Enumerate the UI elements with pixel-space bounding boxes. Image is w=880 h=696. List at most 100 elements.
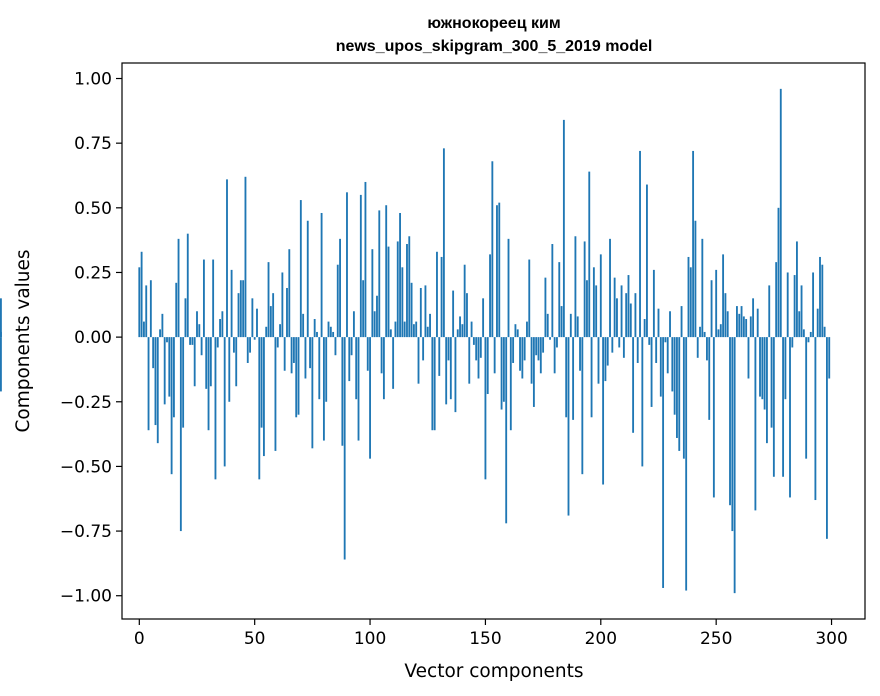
- bar: [673, 337, 676, 415]
- bar: [318, 337, 321, 400]
- bar: [786, 272, 789, 338]
- bar: [163, 337, 166, 405]
- bar: [223, 337, 226, 467]
- bar: [429, 313, 431, 338]
- bar: [562, 119, 565, 338]
- bar: [641, 337, 644, 467]
- y-tick-label: 0.00: [74, 328, 112, 348]
- bar: [777, 207, 780, 338]
- bar: [242, 280, 245, 338]
- bar: [352, 311, 355, 338]
- bar: [154, 337, 157, 426]
- bar: [597, 337, 600, 384]
- bar: [551, 244, 554, 338]
- bar: [260, 337, 263, 428]
- bar: [715, 269, 718, 338]
- bar: [378, 210, 381, 338]
- bar: [371, 249, 374, 338]
- bar: [703, 331, 706, 338]
- bar: [232, 337, 235, 353]
- bar: [299, 200, 302, 338]
- y-tick-label: 1.00: [74, 70, 112, 90]
- bar: [819, 256, 821, 338]
- bar: [620, 285, 623, 338]
- bar: [696, 337, 699, 358]
- bar: [216, 337, 219, 348]
- bar: [796, 241, 798, 338]
- bar: [258, 337, 261, 480]
- bar: [602, 337, 605, 485]
- bar: [200, 337, 203, 356]
- y-tick-label: −0.50: [60, 457, 112, 477]
- bar: [791, 337, 794, 348]
- bar: [214, 337, 217, 480]
- bar: [616, 298, 618, 338]
- bar: [678, 337, 681, 451]
- bar: [456, 329, 459, 338]
- bar: [329, 326, 332, 338]
- bar: [440, 256, 443, 338]
- bar: [659, 337, 662, 397]
- bar: [708, 337, 711, 420]
- y-tick-label: −1.00: [60, 587, 112, 607]
- bar: [539, 337, 542, 374]
- bar: [362, 280, 365, 338]
- bar: [509, 337, 512, 431]
- bar: [821, 264, 824, 338]
- bar: [752, 298, 755, 338]
- bar: [426, 326, 429, 338]
- bar: [809, 331, 812, 338]
- bar: [685, 337, 688, 591]
- bar: [376, 295, 378, 338]
- bar: [636, 337, 639, 363]
- bar: [269, 306, 272, 338]
- bar: [662, 337, 665, 588]
- bar: [189, 337, 191, 345]
- bar: [0, 337, 2, 392]
- bar: [212, 259, 215, 338]
- bar: [655, 337, 658, 363]
- bar: [671, 337, 674, 392]
- bar: [152, 337, 155, 369]
- bar: [339, 238, 341, 338]
- y-tick-label: 0.50: [74, 199, 112, 219]
- bar: [373, 311, 376, 338]
- bar: [281, 272, 284, 338]
- bar: [560, 306, 563, 338]
- bar: [613, 277, 616, 338]
- bar: [198, 324, 201, 338]
- bar: [500, 337, 503, 410]
- bar: [295, 337, 298, 418]
- bar: [666, 337, 669, 374]
- bar: [239, 280, 242, 338]
- bar: [179, 337, 182, 532]
- bar: [140, 251, 143, 338]
- bar: [772, 337, 775, 477]
- bar: [516, 329, 519, 338]
- bar: [766, 337, 768, 444]
- bar: [166, 337, 168, 343]
- bar: [461, 324, 464, 338]
- bar: [710, 280, 713, 338]
- bar: [629, 303, 632, 338]
- bar: [749, 316, 752, 338]
- plot-frame: [121, 62, 866, 620]
- bar: [650, 337, 653, 407]
- bar: [184, 298, 187, 338]
- bar: [320, 212, 323, 338]
- bar: [553, 337, 556, 374]
- bar: [193, 337, 196, 387]
- bar: [692, 150, 695, 338]
- bar: [800, 285, 803, 338]
- bar: [385, 205, 388, 338]
- bar: [512, 337, 515, 363]
- bar: [712, 337, 715, 498]
- bar: [664, 337, 667, 343]
- bar: [336, 264, 339, 338]
- bar: [798, 311, 801, 338]
- y-tick-label: 0.25: [74, 263, 112, 283]
- bar: [572, 337, 575, 420]
- bar: [652, 269, 655, 338]
- bar: [265, 326, 268, 338]
